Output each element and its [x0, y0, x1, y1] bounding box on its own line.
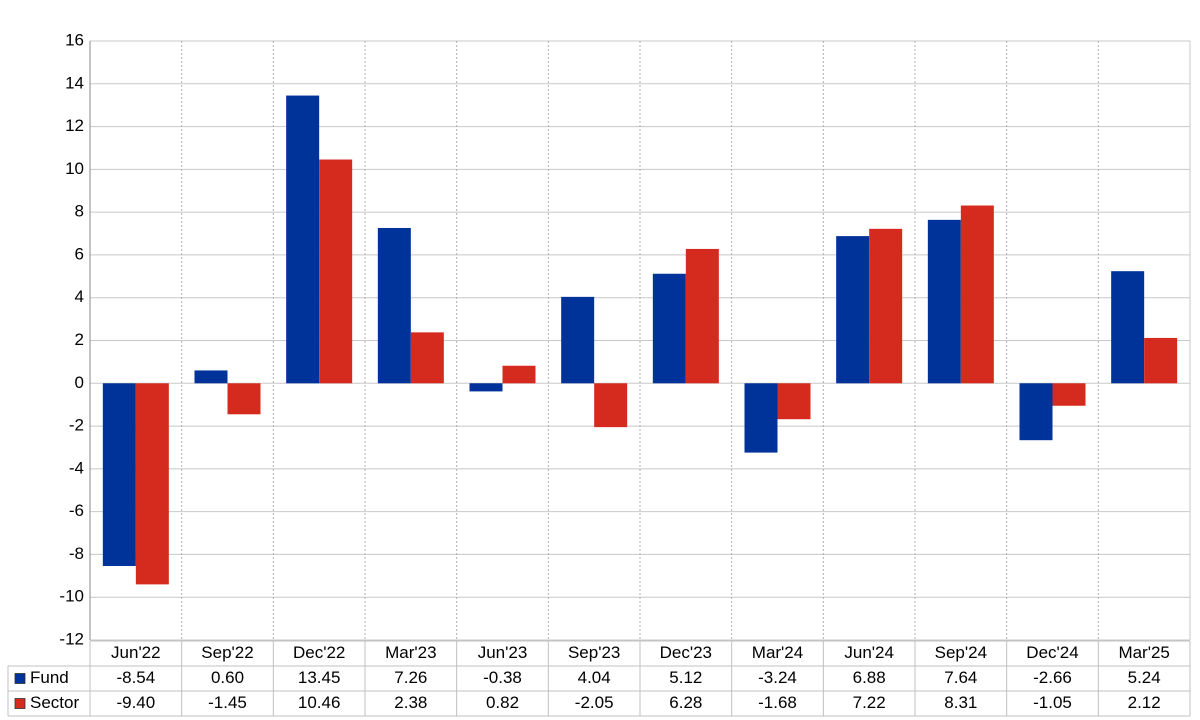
table-value: -1.45: [208, 693, 247, 712]
table-value: -1.68: [758, 693, 797, 712]
table-value: 0.82: [486, 693, 519, 712]
table-value: 8.31: [944, 693, 977, 712]
table-value: 7.64: [944, 668, 977, 687]
bar: [319, 159, 353, 384]
y-tick-label: 0: [75, 373, 84, 392]
bar: [377, 227, 411, 384]
bar: [869, 228, 903, 384]
bar: [927, 219, 961, 384]
bar: [594, 383, 628, 428]
table-value: 2.38: [394, 693, 427, 712]
bar: [135, 383, 169, 585]
x-tick-label: Mar'24: [752, 643, 803, 662]
bar: [777, 383, 811, 420]
bar: [469, 383, 503, 392]
table-value: -0.38: [483, 668, 522, 687]
table-value: 0.60: [211, 668, 244, 687]
y-tick-label: 6: [75, 244, 84, 263]
x-tick-label: Jun'22: [111, 643, 161, 662]
y-tick-label: 16: [65, 30, 84, 49]
table-value: 7.26: [394, 668, 427, 687]
table-value: -3.24: [758, 668, 797, 687]
bar: [960, 205, 994, 384]
y-tick-label: -4: [69, 458, 84, 477]
bar: [1052, 383, 1086, 406]
legend-label: Fund: [30, 668, 69, 687]
bar: [102, 383, 136, 566]
bar: [836, 236, 870, 384]
table-value: 6.88: [853, 668, 886, 687]
x-tick-label: Sep'22: [201, 643, 253, 662]
table-value: 2.12: [1128, 693, 1161, 712]
bar: [286, 95, 320, 384]
table-value: 13.45: [298, 668, 341, 687]
y-tick-label: -6: [69, 501, 84, 520]
table-value: 6.28: [669, 693, 702, 712]
x-tick-label: Sep'24: [935, 643, 987, 662]
table-value: -2.66: [1033, 668, 1072, 687]
y-tick-label: 10: [65, 159, 84, 178]
bar: [502, 365, 536, 384]
table-value: -9.40: [116, 693, 155, 712]
bar: [410, 332, 444, 384]
y-tick-label: -2: [69, 416, 84, 435]
x-tick-label: Jun'23: [478, 643, 528, 662]
y-tick-label: 2: [75, 330, 84, 349]
table-value: 10.46: [298, 693, 341, 712]
bar: [194, 370, 228, 384]
bar: [1019, 383, 1053, 441]
bar: [227, 383, 261, 415]
x-tick-label: Mar'25: [1118, 643, 1169, 662]
bar: [744, 383, 778, 453]
y-tick-label: 12: [65, 116, 84, 135]
y-tick-label: -8: [69, 544, 84, 563]
legend-swatch: [14, 698, 26, 709]
x-tick-label: Dec'22: [293, 643, 345, 662]
legend-swatch: [14, 673, 26, 684]
x-tick-label: Sep'23: [568, 643, 620, 662]
x-tick-label: Dec'24: [1026, 643, 1078, 662]
y-tick-label: 8: [75, 202, 84, 221]
legend-label: Sector: [30, 693, 79, 712]
table-value: 7.22: [853, 693, 886, 712]
bar: [652, 273, 686, 384]
table-value: -1.05: [1033, 693, 1072, 712]
bar: [1111, 271, 1145, 384]
x-tick-label: Jun'24: [844, 643, 894, 662]
bar: [685, 248, 719, 384]
table-value: 4.04: [578, 668, 611, 687]
table-value: -2.05: [575, 693, 614, 712]
bar: [561, 296, 595, 384]
y-tick-label: 4: [75, 287, 84, 306]
y-tick-label: -12: [59, 629, 84, 648]
table-value: 5.24: [1128, 668, 1161, 687]
y-tick-label: -10: [59, 587, 84, 606]
table-value: -8.54: [116, 668, 155, 687]
x-tick-label: Dec'23: [660, 643, 712, 662]
y-tick-label: 14: [65, 73, 84, 92]
table-value: 5.12: [669, 668, 702, 687]
bar: [1144, 337, 1178, 384]
x-tick-label: Mar'23: [385, 643, 436, 662]
